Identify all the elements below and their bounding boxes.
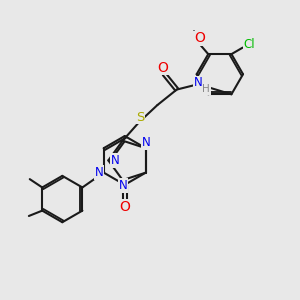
Text: N: N	[194, 76, 203, 89]
Text: O: O	[194, 32, 205, 45]
Text: O: O	[158, 61, 168, 75]
Text: N: N	[110, 154, 119, 167]
Text: N: N	[119, 179, 128, 192]
Text: N: N	[142, 136, 151, 149]
Text: O: O	[119, 200, 130, 214]
Text: H: H	[202, 84, 210, 94]
Text: S: S	[136, 111, 145, 124]
Text: N: N	[95, 166, 103, 179]
Text: Cl: Cl	[244, 38, 255, 51]
